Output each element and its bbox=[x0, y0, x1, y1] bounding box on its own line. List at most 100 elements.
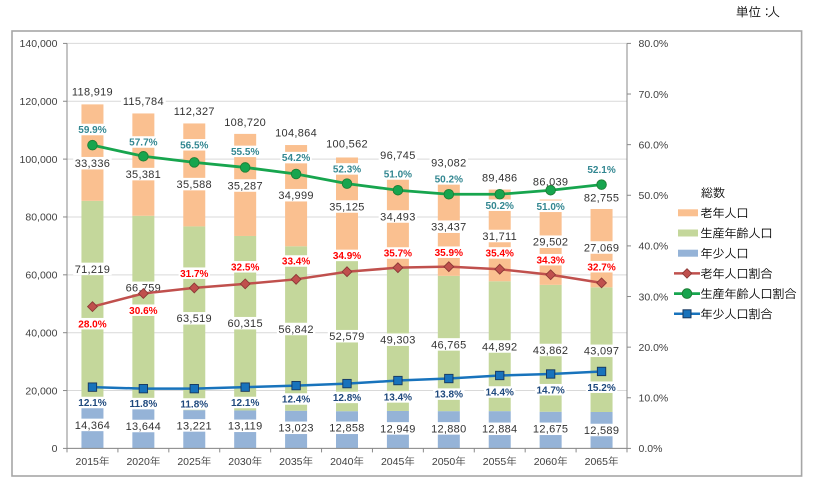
svg-text:34,999: 34,999 bbox=[278, 190, 313, 202]
svg-text:2020: 2020 bbox=[126, 456, 150, 468]
svg-text:2055: 2055 bbox=[483, 456, 507, 468]
svg-text:34.9%: 34.9% bbox=[333, 251, 361, 262]
svg-text:13.8%: 13.8% bbox=[435, 390, 463, 401]
svg-text:56,842: 56,842 bbox=[278, 324, 313, 336]
svg-text:40,000: 40,000 bbox=[25, 327, 57, 339]
svg-text:12,858: 12,858 bbox=[329, 423, 364, 435]
svg-text:86,039: 86,039 bbox=[533, 176, 568, 188]
svg-text:12,880: 12,880 bbox=[431, 423, 466, 435]
svg-text:2060: 2060 bbox=[534, 456, 558, 468]
svg-text:80,000: 80,000 bbox=[25, 212, 57, 224]
svg-text:14.7%: 14.7% bbox=[536, 385, 564, 396]
svg-text:12,675: 12,675 bbox=[533, 424, 568, 436]
svg-text:52,579: 52,579 bbox=[329, 331, 364, 343]
svg-text:112,327: 112,327 bbox=[174, 106, 215, 118]
svg-text:0.0%: 0.0% bbox=[639, 443, 663, 455]
svg-text:15.2%: 15.2% bbox=[587, 383, 615, 394]
svg-text:0: 0 bbox=[52, 443, 58, 455]
svg-text:108,720: 108,720 bbox=[224, 117, 266, 129]
svg-text:13.4%: 13.4% bbox=[384, 392, 412, 403]
svg-text:100,000: 100,000 bbox=[20, 154, 58, 166]
svg-text:49,303: 49,303 bbox=[380, 335, 415, 347]
svg-text:2035: 2035 bbox=[279, 456, 303, 468]
svg-text:93,082: 93,082 bbox=[431, 158, 466, 170]
svg-text:2045: 2045 bbox=[381, 456, 405, 468]
svg-text:118,919: 118,919 bbox=[72, 86, 113, 98]
svg-text:51.0%: 51.0% bbox=[384, 170, 412, 181]
svg-text:80.0%: 80.0% bbox=[639, 38, 669, 50]
svg-text:35,588: 35,588 bbox=[177, 179, 212, 191]
svg-text:35.9%: 35.9% bbox=[435, 248, 463, 259]
svg-text:60,000: 60,000 bbox=[25, 270, 57, 282]
svg-text:32.7%: 32.7% bbox=[587, 262, 615, 273]
svg-text:100,562: 100,562 bbox=[326, 139, 368, 151]
svg-text:12,949: 12,949 bbox=[380, 423, 415, 435]
svg-text:20,000: 20,000 bbox=[25, 385, 57, 397]
svg-text:20.0%: 20.0% bbox=[639, 342, 669, 354]
svg-text:35,125: 35,125 bbox=[329, 201, 364, 213]
svg-text:13,644: 13,644 bbox=[126, 421, 161, 433]
svg-text:60.0%: 60.0% bbox=[639, 139, 669, 151]
svg-text:43,862: 43,862 bbox=[533, 345, 568, 357]
svg-text:11.8%: 11.8% bbox=[129, 399, 157, 410]
svg-text:2050: 2050 bbox=[432, 456, 456, 468]
svg-text:14,364: 14,364 bbox=[75, 420, 110, 432]
svg-text:27,069: 27,069 bbox=[584, 242, 619, 254]
svg-text:13,119: 13,119 bbox=[228, 421, 263, 433]
svg-text:35,381: 35,381 bbox=[126, 169, 161, 181]
svg-text:56.5%: 56.5% bbox=[180, 140, 208, 151]
svg-text:12.4%: 12.4% bbox=[282, 395, 310, 406]
svg-text:32.5%: 32.5% bbox=[231, 262, 259, 273]
svg-text:11.8%: 11.8% bbox=[180, 400, 208, 411]
svg-text:82,755: 82,755 bbox=[584, 192, 619, 204]
svg-text:71,219: 71,219 bbox=[75, 264, 110, 276]
svg-text:115,784: 115,784 bbox=[123, 96, 164, 108]
svg-text:12,884: 12,884 bbox=[482, 424, 517, 436]
svg-text:2015: 2015 bbox=[76, 456, 100, 468]
svg-text:12.8%: 12.8% bbox=[333, 393, 361, 404]
svg-text:44,892: 44,892 bbox=[482, 341, 517, 353]
svg-text:70.0%: 70.0% bbox=[639, 89, 669, 101]
svg-text:35,287: 35,287 bbox=[227, 180, 262, 192]
svg-text:34.3%: 34.3% bbox=[536, 255, 564, 266]
svg-text:63,519: 63,519 bbox=[177, 313, 212, 325]
svg-text:13,023: 13,023 bbox=[278, 423, 313, 435]
svg-text:12,589: 12,589 bbox=[584, 425, 619, 437]
svg-text:50.0%: 50.0% bbox=[639, 190, 669, 202]
svg-text:14.4%: 14.4% bbox=[486, 388, 514, 399]
svg-text:55.5%: 55.5% bbox=[231, 147, 259, 158]
svg-text:31,711: 31,711 bbox=[482, 231, 517, 243]
svg-text:28.0%: 28.0% bbox=[78, 319, 106, 330]
svg-text:34,493: 34,493 bbox=[380, 211, 415, 223]
svg-text:29,502: 29,502 bbox=[533, 237, 568, 249]
svg-text:10.0%: 10.0% bbox=[639, 393, 669, 405]
svg-text:2025: 2025 bbox=[177, 456, 201, 468]
svg-text:50.2%: 50.2% bbox=[435, 174, 463, 185]
svg-text:51.0%: 51.0% bbox=[536, 202, 564, 213]
svg-text:12.1%: 12.1% bbox=[78, 398, 106, 409]
svg-text:140,000: 140,000 bbox=[20, 38, 58, 50]
svg-text:30.0%: 30.0% bbox=[639, 291, 669, 303]
svg-text:13,221: 13,221 bbox=[177, 420, 212, 432]
svg-text:35.4%: 35.4% bbox=[486, 248, 514, 259]
svg-text:60,315: 60,315 bbox=[227, 318, 262, 330]
svg-text:2030: 2030 bbox=[228, 456, 252, 468]
svg-text:52.3%: 52.3% bbox=[333, 164, 361, 175]
svg-text:12.1%: 12.1% bbox=[231, 398, 259, 409]
svg-text:104,864: 104,864 bbox=[275, 127, 317, 139]
svg-text:30.6%: 30.6% bbox=[129, 306, 157, 317]
svg-text:40.0%: 40.0% bbox=[639, 241, 669, 253]
svg-text:31.7%: 31.7% bbox=[180, 269, 208, 280]
svg-text:33,437: 33,437 bbox=[431, 222, 466, 234]
svg-text:96,745: 96,745 bbox=[380, 150, 415, 162]
svg-text:43,097: 43,097 bbox=[584, 346, 619, 358]
svg-text:59.9%: 59.9% bbox=[78, 125, 106, 136]
svg-text:54.2%: 54.2% bbox=[282, 153, 310, 164]
svg-text:33,336: 33,336 bbox=[75, 158, 110, 170]
svg-text:2040: 2040 bbox=[330, 456, 354, 468]
svg-text:35.7%: 35.7% bbox=[384, 249, 412, 260]
svg-text:52.1%: 52.1% bbox=[587, 165, 615, 176]
svg-text:57.7%: 57.7% bbox=[129, 138, 157, 149]
svg-text:50.2%: 50.2% bbox=[486, 201, 514, 212]
svg-text:33.4%: 33.4% bbox=[282, 257, 310, 268]
